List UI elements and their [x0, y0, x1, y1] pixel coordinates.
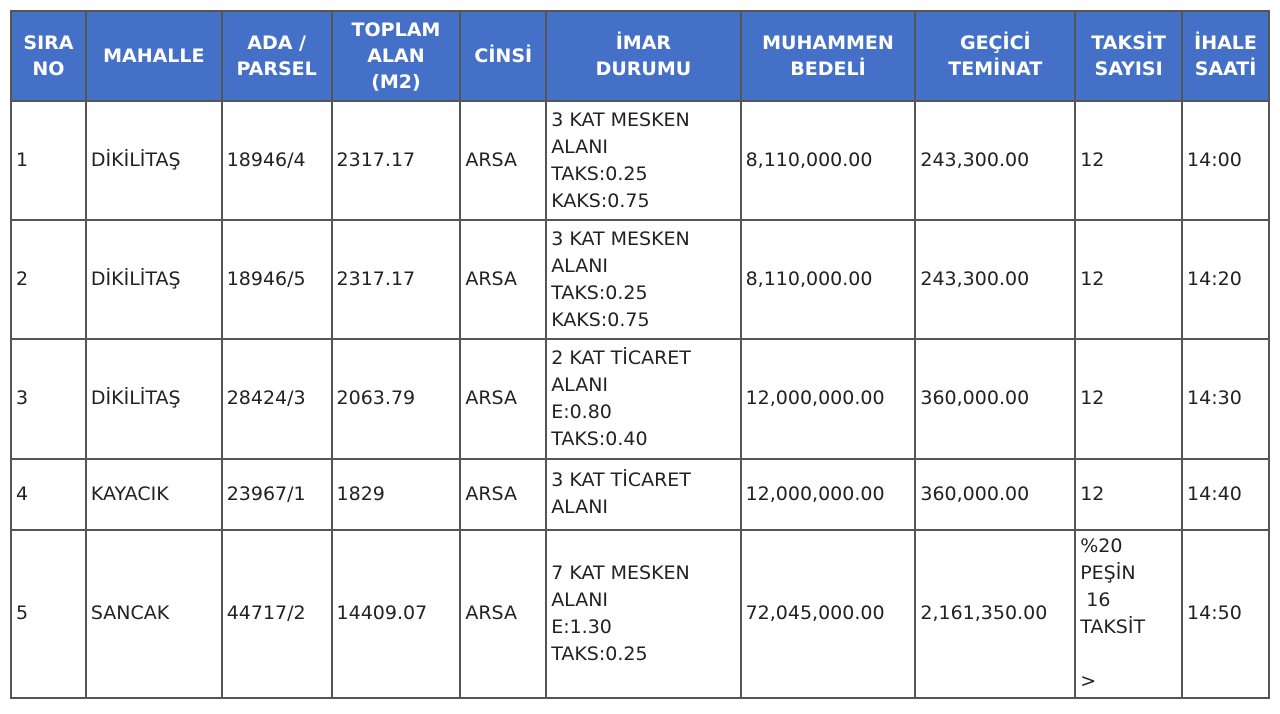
table-cell: 28424/3: [220, 338, 333, 460]
table-header: SIRA NO MAHALLE ADA / PARSEL TOPLAM ALAN (M…: [10, 10, 1270, 102]
table-cell: 7 KAT MESKEN ALANI E:1.30 TAKS:0.25: [545, 528, 742, 700]
table-cell: 5: [10, 528, 87, 700]
table-cell: ARSA: [459, 457, 548, 531]
table-cell: ARSA: [459, 99, 548, 222]
table-cell: 18946/4: [220, 99, 333, 222]
table-cell: ARSA: [459, 338, 548, 460]
table-cell: 14:00: [1181, 99, 1270, 222]
table-cell: 4: [10, 457, 87, 531]
table-cell: 2063.79: [330, 338, 462, 460]
table-cell: 14:20: [1181, 219, 1270, 341]
table-cell: 72,045,000.00: [739, 528, 917, 700]
header-cell: TAKSİT SAYISI: [1074, 10, 1184, 102]
table-cell: ARSA: [459, 528, 548, 700]
table-cell: 243,300.00: [914, 99, 1077, 222]
table-cell: %20 PEŞİN 16 TAKSİT >: [1074, 528, 1184, 700]
table-cell: 12: [1074, 338, 1184, 460]
table-cell: 12,000,000.00: [739, 338, 917, 460]
table-row: 1 DİKİLİTAŞ 18946/4 2317.17 ARSA 3 KAT MESKEN…: [10, 99, 1270, 222]
auction-table: SIRA NO MAHALLE ADA / PARSEL TOPLAM ALAN (M…: [10, 10, 1270, 700]
table-cell: 3 KAT MESKEN ALANI TAKS:0.25 KAKS:0.75: [545, 99, 742, 222]
table-cell: 3: [10, 338, 87, 460]
table-cell: 1829: [330, 457, 462, 531]
table-cell: SANCAK: [84, 528, 223, 700]
table-cell: 2317.17: [330, 219, 462, 341]
header-cell: TOPLAM ALAN (M2): [330, 10, 462, 102]
table-cell: 243,300.00: [914, 219, 1077, 341]
table-cell: DİKİLİTAŞ: [84, 99, 223, 222]
table-cell: 360,000.00: [914, 338, 1077, 460]
table-row: 4 KAYACIK 23967/1 1829 ARSA 3 KAT TİCARET ALA…: [10, 457, 1270, 531]
table-cell: 14:40: [1181, 457, 1270, 531]
header-cell: İHALE SAATİ: [1181, 10, 1270, 102]
table-cell: 8,110,000.00: [739, 99, 917, 222]
table-cell: KAYACIK: [84, 457, 223, 531]
table-cell: 8,110,000.00: [739, 219, 917, 341]
table-row: 2 DİKİLİTAŞ 18946/5 2317.17 ARSA 3 KAT MESKEN…: [10, 219, 1270, 341]
table-cell: 3 KAT MESKEN ALANI TAKS:0.25 KAKS:0.75: [545, 219, 742, 341]
table-cell: 2317.17: [330, 99, 462, 222]
table-cell: 3 KAT TİCARET ALANI: [545, 457, 742, 531]
table-cell: 14409.07: [330, 528, 462, 700]
table-cell: 2,161,350.00: [914, 528, 1077, 700]
table-cell: 360,000.00: [914, 457, 1077, 531]
header-cell: GEÇİCİ TEMİNAT: [914, 10, 1077, 102]
table-cell: 1: [10, 99, 87, 222]
table-cell: 23967/1: [220, 457, 333, 531]
table-cell: 2 KAT TİCARET ALANI E:0.80 TAKS:0.40: [545, 338, 742, 460]
table-cell: 12: [1074, 99, 1184, 222]
table-cell: 12: [1074, 457, 1184, 531]
table-cell: DİKİLİTAŞ: [84, 219, 223, 341]
header-cell: ADA / PARSEL: [220, 10, 333, 102]
header-row: SIRA NO MAHALLE ADA / PARSEL TOPLAM ALAN (M…: [10, 10, 1270, 102]
table-cell: ARSA: [459, 219, 548, 341]
table-cell: 14:30: [1181, 338, 1270, 460]
table-row: 3 DİKİLİTAŞ 28424/3 2063.79 ARSA 2 KAT TİCARE…: [10, 338, 1270, 460]
header-cell: MAHALLE: [84, 10, 223, 102]
table-body: 1 DİKİLİTAŞ 18946/4 2317.17 ARSA 3 KAT MESKEN…: [10, 99, 1270, 700]
header-cell: CİNSİ: [459, 10, 548, 102]
header-cell: SIRA NO: [10, 10, 87, 102]
table-cell: 44717/2: [220, 528, 333, 700]
table-cell: 2: [10, 219, 87, 341]
header-cell: İMAR DURUMU: [545, 10, 742, 102]
table-cell: DİKİLİTAŞ: [84, 338, 223, 460]
table-cell: 12: [1074, 219, 1184, 341]
table-cell: 14:50: [1181, 528, 1270, 700]
table-row: 5 SANCAK 44717/2 14409.07 ARSA 7 KAT MESKEN A…: [10, 528, 1270, 700]
table-cell: 12,000,000.00: [739, 457, 917, 531]
table-cell: 18946/5: [220, 219, 333, 341]
header-cell: MUHAMMEN BEDELİ: [739, 10, 917, 102]
